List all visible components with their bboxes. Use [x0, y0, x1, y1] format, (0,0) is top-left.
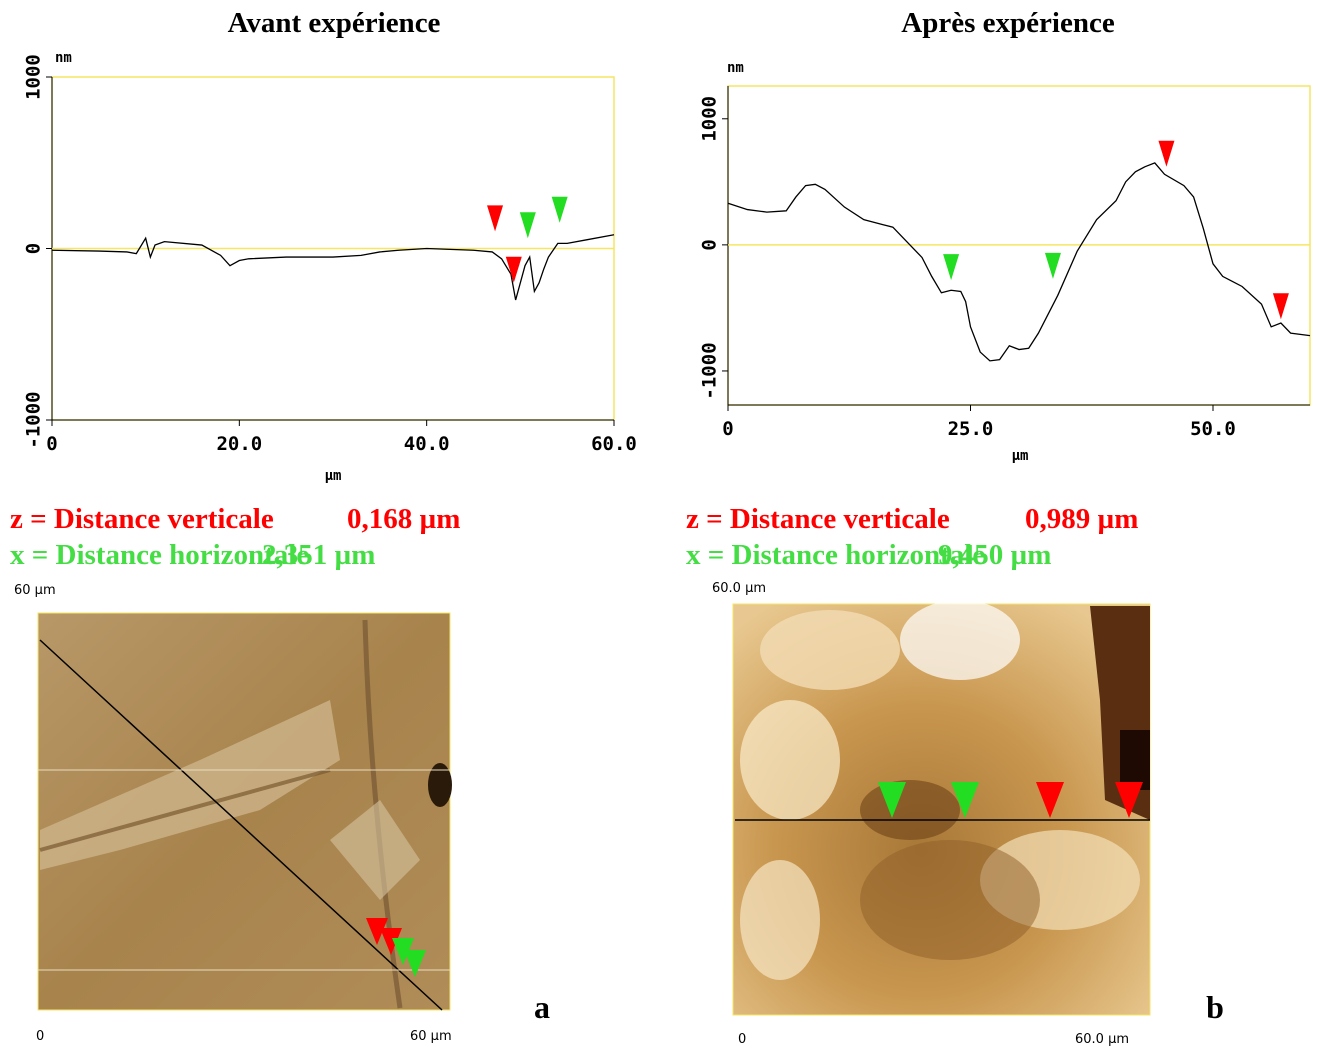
measurement-value: 0,989 µm — [1025, 503, 1138, 535]
measurement-label: z = Distance verticale — [686, 503, 950, 535]
cursor-marker — [1158, 140, 1175, 167]
x-tick-label: 0 — [722, 418, 733, 440]
cursor-marker — [487, 205, 504, 232]
afm-image-a — [37, 612, 452, 1011]
measurement-label: z = Distance verticale — [10, 503, 274, 535]
image-y-label: 60 µm — [14, 583, 56, 598]
cursor-marker — [1044, 252, 1061, 279]
x-axis-label: µm — [325, 468, 342, 484]
cursor-marker — [1272, 293, 1289, 320]
cursor-marker — [943, 254, 960, 281]
x-tick-label: 0 — [46, 433, 57, 455]
x-tick-label: 25.0 — [948, 418, 994, 440]
measurement-value: 0,168 µm — [347, 503, 460, 535]
y-tick-label: -1000 — [23, 391, 45, 448]
x-axis-label: µm — [1012, 448, 1029, 464]
y-axis-label: nm — [55, 50, 72, 66]
panel-label: b — [1206, 989, 1224, 1025]
image-x-end: 60 µm — [410, 1029, 452, 1044]
y-tick-label: 1000 — [699, 96, 721, 142]
cursor-marker — [551, 196, 568, 223]
measurement-value: 9,450 µm — [938, 539, 1051, 571]
y-tick-label: -1000 — [699, 342, 721, 399]
x-tick-label: 40.0 — [404, 433, 450, 455]
y-tick-label: 1000 — [23, 54, 45, 100]
cursor-marker — [505, 256, 522, 283]
chart-title: Après expérience — [901, 7, 1115, 39]
measurement-label: x = Distance horizontale — [10, 539, 309, 571]
image-x-origin: 0 — [738, 1032, 746, 1046]
panel-label: a — [534, 989, 550, 1025]
afm-image-b — [732, 600, 1151, 1016]
profile-line — [727, 162, 1311, 362]
x-tick-label: 20.0 — [216, 433, 262, 455]
image-x-end: 60.0 µm — [1075, 1032, 1129, 1046]
x-tick-label: 50.0 — [1190, 418, 1236, 440]
cursor-marker — [519, 212, 536, 239]
y-tick-label: 0 — [23, 243, 45, 254]
y-axis-label: nm — [727, 60, 744, 76]
y-tick-label: 0 — [699, 239, 721, 250]
image-y-label: 60.0 µm — [712, 581, 766, 596]
image-x-origin: 0 — [36, 1029, 44, 1044]
profile-line — [51, 234, 615, 301]
x-tick-label: 60.0 — [591, 433, 637, 455]
chart-title: Avant expérience — [228, 7, 441, 39]
measurement-value: 2,351 µm — [262, 539, 375, 571]
measurement-label: x = Distance horizontale — [686, 539, 985, 571]
